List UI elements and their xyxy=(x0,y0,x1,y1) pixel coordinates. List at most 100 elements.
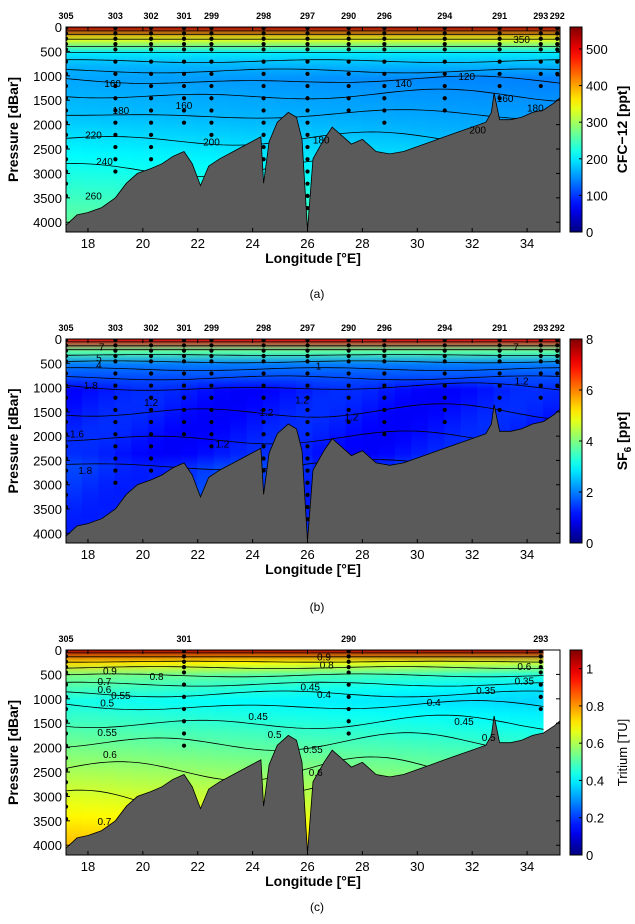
station-sample-dot xyxy=(555,59,560,64)
station-label: 291 xyxy=(492,323,507,333)
station-sample-dot xyxy=(113,419,118,425)
station-sample-dot xyxy=(382,419,387,425)
station-sample-dot xyxy=(382,432,387,437)
x-tick-label: 32 xyxy=(465,547,479,562)
contour-label: 0.6 xyxy=(309,768,323,779)
y-tick-label: 0 xyxy=(55,643,62,658)
station-sample-dot xyxy=(382,41,387,47)
contour-line xyxy=(66,681,560,687)
contour-label: 0.7 xyxy=(97,817,111,828)
station-sample-dot xyxy=(382,348,387,353)
station-sample-dot xyxy=(305,353,310,359)
station-sample-dot xyxy=(148,444,154,449)
contour-label: 220 xyxy=(85,130,102,141)
contour-label: 0.45 xyxy=(301,683,321,694)
station-sample-dot xyxy=(181,120,187,125)
station-sample-dot xyxy=(181,353,187,359)
station-sample-dot xyxy=(66,339,69,343)
station-sample-dot xyxy=(181,654,187,659)
seafloor-bathymetry xyxy=(66,715,560,855)
contour-line xyxy=(66,59,560,63)
contour-line xyxy=(66,354,560,356)
station-sample-dot xyxy=(346,83,351,89)
station-sample-dot xyxy=(209,27,214,31)
y-tick-label: 1000 xyxy=(33,69,62,84)
contour-label: 0.8 xyxy=(320,661,334,672)
contour-label: 1.2 xyxy=(295,396,309,407)
station-sample-dot xyxy=(442,353,447,359)
x-tick-label: 26 xyxy=(300,859,314,874)
colorbar-tick-label: 0 xyxy=(586,225,593,240)
station-sample-dot xyxy=(261,444,266,449)
station-sample-dot xyxy=(497,36,502,41)
contour-line xyxy=(66,75,560,84)
station-sample-dot xyxy=(148,353,154,359)
station-sample-dot xyxy=(66,96,69,101)
station-sample-dot xyxy=(209,47,214,52)
station-sample-dot xyxy=(346,96,351,101)
station-sample-dot xyxy=(382,383,387,388)
station-sample-dot xyxy=(66,383,69,388)
station-label: 297 xyxy=(300,11,315,21)
station-sample-dot xyxy=(209,31,214,36)
station-sample-dot xyxy=(113,169,118,174)
contour-line xyxy=(66,690,560,698)
station-sample-dot xyxy=(382,71,387,76)
station-sample-dot xyxy=(382,108,387,113)
x-tick-label: 20 xyxy=(136,859,150,874)
station-sample-dot xyxy=(382,359,387,364)
contour-label: 0.35 xyxy=(515,676,535,687)
x-tick-label: 34 xyxy=(520,236,534,251)
contour-label: 160 xyxy=(497,94,514,105)
station-sample-dot xyxy=(442,47,447,52)
station-sample-dot xyxy=(181,348,187,353)
colorbar-tick-label: 300 xyxy=(586,115,608,130)
station-sample-dot xyxy=(148,348,154,353)
station-sample-dot xyxy=(346,108,351,113)
contour-label: 1 xyxy=(316,362,322,373)
station-sample-dot xyxy=(209,353,214,359)
contour-label: 1.2 xyxy=(215,439,229,450)
station-sample-dot xyxy=(346,348,351,353)
contour-label: 200 xyxy=(203,138,220,149)
station-sample-dot xyxy=(66,694,69,699)
station-sample-dot xyxy=(181,743,187,748)
station-sample-dot xyxy=(442,71,447,76)
station-sample-dot xyxy=(538,27,543,31)
station-sample-dot xyxy=(346,731,351,736)
contour-label: 7 xyxy=(99,342,105,353)
colorbar-tick-label: 500 xyxy=(586,42,608,57)
colorbar-label: SF6 [ppt] xyxy=(614,412,634,470)
station-sample-dot xyxy=(181,47,187,52)
station-label: 297 xyxy=(300,323,315,333)
station-sample-dot xyxy=(66,731,69,736)
colorbar-tick-label: 0.8 xyxy=(586,699,604,714)
station-sample-dot xyxy=(305,31,310,36)
station-sample-dot xyxy=(113,47,118,52)
y-tick-label: 2000 xyxy=(33,741,62,756)
station-sample-dot xyxy=(209,96,214,101)
station-sample-dot xyxy=(346,395,351,400)
station-sample-dot xyxy=(346,670,351,675)
station-sample-dot xyxy=(305,36,310,41)
x-axis-label: Longitude [°E] xyxy=(265,250,361,266)
panel-caption: (b) xyxy=(310,600,325,614)
station-sample-dot xyxy=(209,108,214,113)
station-label: 296 xyxy=(377,11,392,21)
y-tick-label: 2500 xyxy=(33,142,62,157)
station-sample-dot xyxy=(113,157,118,162)
contour-label: 0.4 xyxy=(317,690,331,701)
colorbar-tick-label: 100 xyxy=(586,188,608,203)
contour-label: 0.4 xyxy=(427,698,441,709)
station-sample-dot xyxy=(209,41,214,47)
contour-label: 4 xyxy=(96,360,102,371)
station-sample-dot xyxy=(66,816,69,821)
station-sample-dot xyxy=(346,706,351,712)
station-sample-dot xyxy=(66,650,69,654)
station-sample-dot xyxy=(261,41,266,47)
field-column xyxy=(98,650,116,855)
station-sample-dot xyxy=(66,670,69,675)
y-tick-label: 3000 xyxy=(33,166,62,181)
station-sample-dot xyxy=(209,83,214,89)
station-sample-dot xyxy=(497,353,502,359)
